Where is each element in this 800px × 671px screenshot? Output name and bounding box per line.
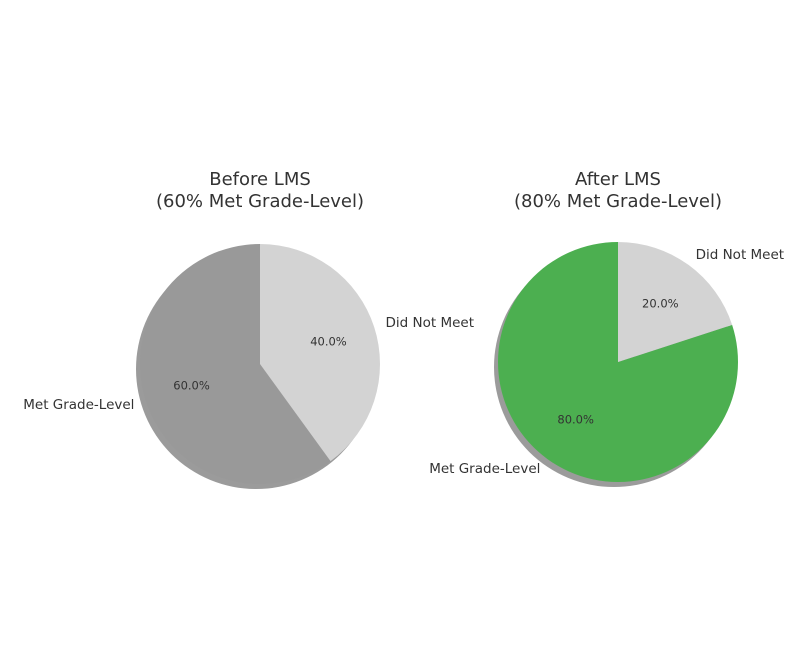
- chart-title: After LMS (80% Met Grade-Level): [514, 169, 722, 212]
- chart-title: Before LMS (60% Met Grade-Level): [156, 169, 364, 212]
- pie-slice: [140, 244, 331, 484]
- slice-label: Did Not Meet: [386, 315, 475, 331]
- pie-slice: [260, 244, 381, 462]
- value-label: 20.0%: [642, 296, 679, 310]
- slice-label: Met Grade-Level: [429, 461, 540, 477]
- value-label: 40.0%: [310, 334, 347, 348]
- pie-slice: [618, 242, 733, 362]
- slice-label: Met Grade-Level: [23, 397, 134, 413]
- slice-label: Did Not Meet: [696, 247, 785, 263]
- value-label: 60.0%: [173, 379, 210, 393]
- value-label: 80.0%: [557, 413, 594, 427]
